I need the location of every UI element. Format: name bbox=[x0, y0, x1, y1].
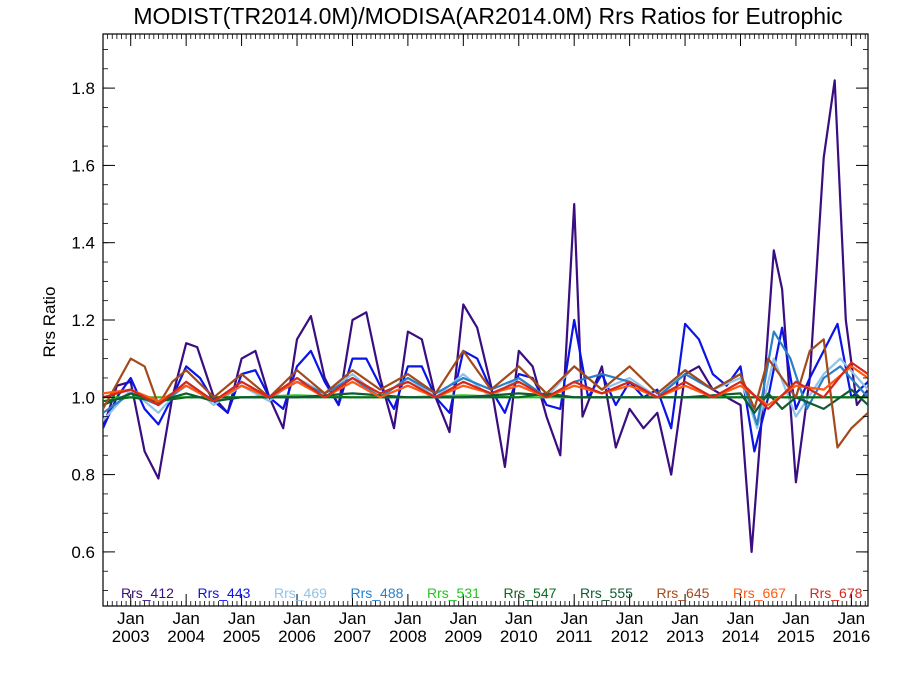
y-tick-label: 1.6 bbox=[71, 156, 95, 175]
x-tick-label-month: Jan bbox=[727, 609, 754, 628]
legend-item-rrs-488: Rrs_488 bbox=[351, 585, 404, 601]
x-tick-label-year: 2013 bbox=[666, 627, 704, 646]
x-tick-label-month: Jan bbox=[283, 609, 310, 628]
x-tick-label-month: Jan bbox=[172, 609, 199, 628]
x-tick-label-year: 2010 bbox=[500, 627, 538, 646]
chart-title: MODIST(TR2014.0M)/MODISA(AR2014.0M) Rrs … bbox=[133, 3, 842, 29]
series-line-rrs-443 bbox=[103, 318, 868, 453]
x-tick-label-year: 2011 bbox=[556, 627, 593, 646]
series-line-rrs-678 bbox=[103, 361, 868, 410]
x-tick-label-month: Jan bbox=[228, 609, 255, 628]
x-tick-label-month: Jan bbox=[339, 609, 366, 628]
y-tick-label: 1.0 bbox=[71, 388, 95, 407]
x-tick-label-month: Jan bbox=[505, 609, 532, 628]
legend-item-rrs-667: Rrs_667 bbox=[733, 585, 786, 601]
legend-item-rrs-555: Rrs_555 bbox=[580, 585, 633, 601]
x-tick-label-month: Jan bbox=[782, 609, 809, 628]
y-tick-label: 0.8 bbox=[71, 466, 95, 485]
series-line-rrs-412 bbox=[103, 79, 868, 553]
legend-item-rrs-678: Rrs_678 bbox=[810, 585, 863, 601]
legend-item-rrs-443: Rrs_443 bbox=[198, 585, 251, 601]
y-tick-label: 1.4 bbox=[71, 234, 95, 253]
x-tick-label-month: Jan bbox=[671, 609, 698, 628]
x-tick-label-month: Jan bbox=[616, 609, 643, 628]
legend-item-rrs-645: Rrs_645 bbox=[657, 585, 710, 601]
x-tick-label-month: Jan bbox=[560, 609, 587, 628]
legend-item-rrs-531: Rrs_531 bbox=[427, 585, 480, 601]
x-tick-label-month: Jan bbox=[394, 609, 421, 628]
x-tick-label-year: 2005 bbox=[223, 627, 261, 646]
x-tick-label-year: 2009 bbox=[444, 627, 482, 646]
x-tick-label-month: Jan bbox=[838, 609, 865, 628]
x-tick-label-year: 2014 bbox=[722, 627, 760, 646]
y-axis-label: Rrs Ratio bbox=[40, 287, 59, 358]
x-tick-label-month: Jan bbox=[450, 609, 477, 628]
y-tick-label: 1.8 bbox=[71, 79, 95, 98]
x-tick-label-year: 2012 bbox=[611, 627, 649, 646]
x-tick-label-year: 2004 bbox=[167, 627, 205, 646]
series-layer bbox=[103, 79, 868, 553]
x-tick-label-year: 2008 bbox=[389, 627, 427, 646]
x-tick-label-year: 2003 bbox=[112, 627, 150, 646]
x-tick-label-year: 2016 bbox=[832, 627, 870, 646]
legend-item-rrs-547: Rrs_547 bbox=[504, 585, 557, 601]
axis-layer: 0.60.81.01.21.41.61.8Jan2003Jan2004Jan20… bbox=[71, 34, 870, 646]
x-tick-label-month: Jan bbox=[117, 609, 144, 628]
series-line-rrs-555 bbox=[103, 388, 868, 414]
legend: Rrs_412 Rrs_443 Rrs_469 Rrs_488 Rrs_531 Rrs_5… bbox=[121, 585, 863, 601]
legend-item-rrs-412: Rrs_412 bbox=[121, 585, 174, 601]
y-tick-label: 1.2 bbox=[71, 311, 95, 330]
x-tick-label-year: 2006 bbox=[278, 627, 316, 646]
x-tick-label-year: 2015 bbox=[777, 627, 815, 646]
x-tick-label-year: 2007 bbox=[334, 627, 372, 646]
y-tick-label: 0.6 bbox=[71, 543, 95, 562]
series-line-rrs-645 bbox=[103, 338, 868, 449]
legend-item-rrs-469: Rrs_469 bbox=[274, 585, 327, 601]
